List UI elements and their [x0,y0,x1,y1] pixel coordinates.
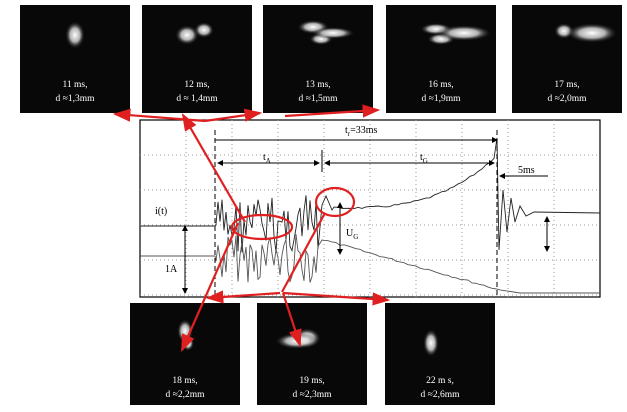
arrow [180,222,240,353]
photo: 12 ms, d ≈ 1,4mm [142,5,252,113]
glow [194,22,214,38]
photo: 19 ms, d ≈2,3mm [257,303,367,405]
photo-frame [257,303,367,405]
photo-frame [386,5,496,113]
arrow [281,292,302,348]
label-base: t [345,125,348,136]
ug-label: UG [346,228,358,241]
glow [566,23,618,43]
label-sub: G [423,157,428,165]
scope-panel: tr=33ms tA tG 5ms i(t) UG 1A [139,119,601,298]
highlight [230,213,294,241]
glow [436,25,492,41]
photo-distance: d ≈2,6mm [421,390,461,400]
photo-time: 11 ms, [63,80,88,90]
photo-distance: d ≈2,0mm [548,94,588,104]
photo-time: 19 ms, [299,376,324,386]
arrow [284,104,381,118]
arrow [281,212,326,293]
voltage-trace [140,137,601,253]
ta-label: tA [263,152,271,165]
photo-frame [142,5,252,113]
photo: 11 ms, d ≈1,3mm [20,5,130,113]
glow [311,27,355,39]
label-sub: r [348,130,351,138]
scale-label: 1A [165,264,178,275]
photo-distance: d ≈ 1,4mm [176,94,218,104]
photo-time: 16 ms, [428,80,453,90]
arrow [282,291,391,306]
arrow [204,108,263,123]
label-base: t [420,152,423,163]
photo-time: 22 m s, [426,376,454,386]
annotations [112,104,391,353]
label-rest: =33ms [350,125,377,136]
label-base: t [263,152,266,163]
photo: 13 ms, d ≈1,5mm [263,5,373,113]
photos: 11 ms, d ≈1,3mm 12 ms, d ≈ 1,4mm 13 ms, d ≈1,… [20,5,622,405]
highlight [314,186,356,218]
photo: 18 ms, d ≈2,2mm [130,303,240,405]
photo-time: 12 ms, [184,80,209,90]
photo-distance: d ≈1,5mm [299,94,339,104]
rise-time-label: tr=33ms [345,125,378,138]
tg-label: tG [420,152,428,165]
photo-time: 13 ms, [305,80,330,90]
photo-distance: d ≈1,9mm [422,94,462,104]
label-base: U [346,228,354,239]
arrow [181,113,246,223]
photo-distance: d ≈2,3mm [293,390,333,400]
photo-frame [512,5,622,113]
label-sub: A [266,157,271,165]
photo-frame [385,303,495,405]
photo: 22 m s, d ≈2,6mm [385,303,495,405]
glow [175,25,199,45]
photo: 17 ms, d ≈2,0mm [512,5,622,113]
current-label: i(t) [155,206,167,217]
arrow [205,290,281,304]
glow [65,21,85,49]
step-label: 5ms [518,165,535,176]
current-trace [140,234,600,294]
photo-time: 18 ms, [172,376,197,386]
photo: 16 ms, d ≈1,9mm [386,5,496,113]
photo-time: 17 ms, [554,80,579,90]
label-sub: G [353,233,358,241]
glow [423,329,439,357]
photo-distance: d ≈1,3mm [56,94,96,104]
photo-distance: d ≈2,2mm [166,390,206,400]
